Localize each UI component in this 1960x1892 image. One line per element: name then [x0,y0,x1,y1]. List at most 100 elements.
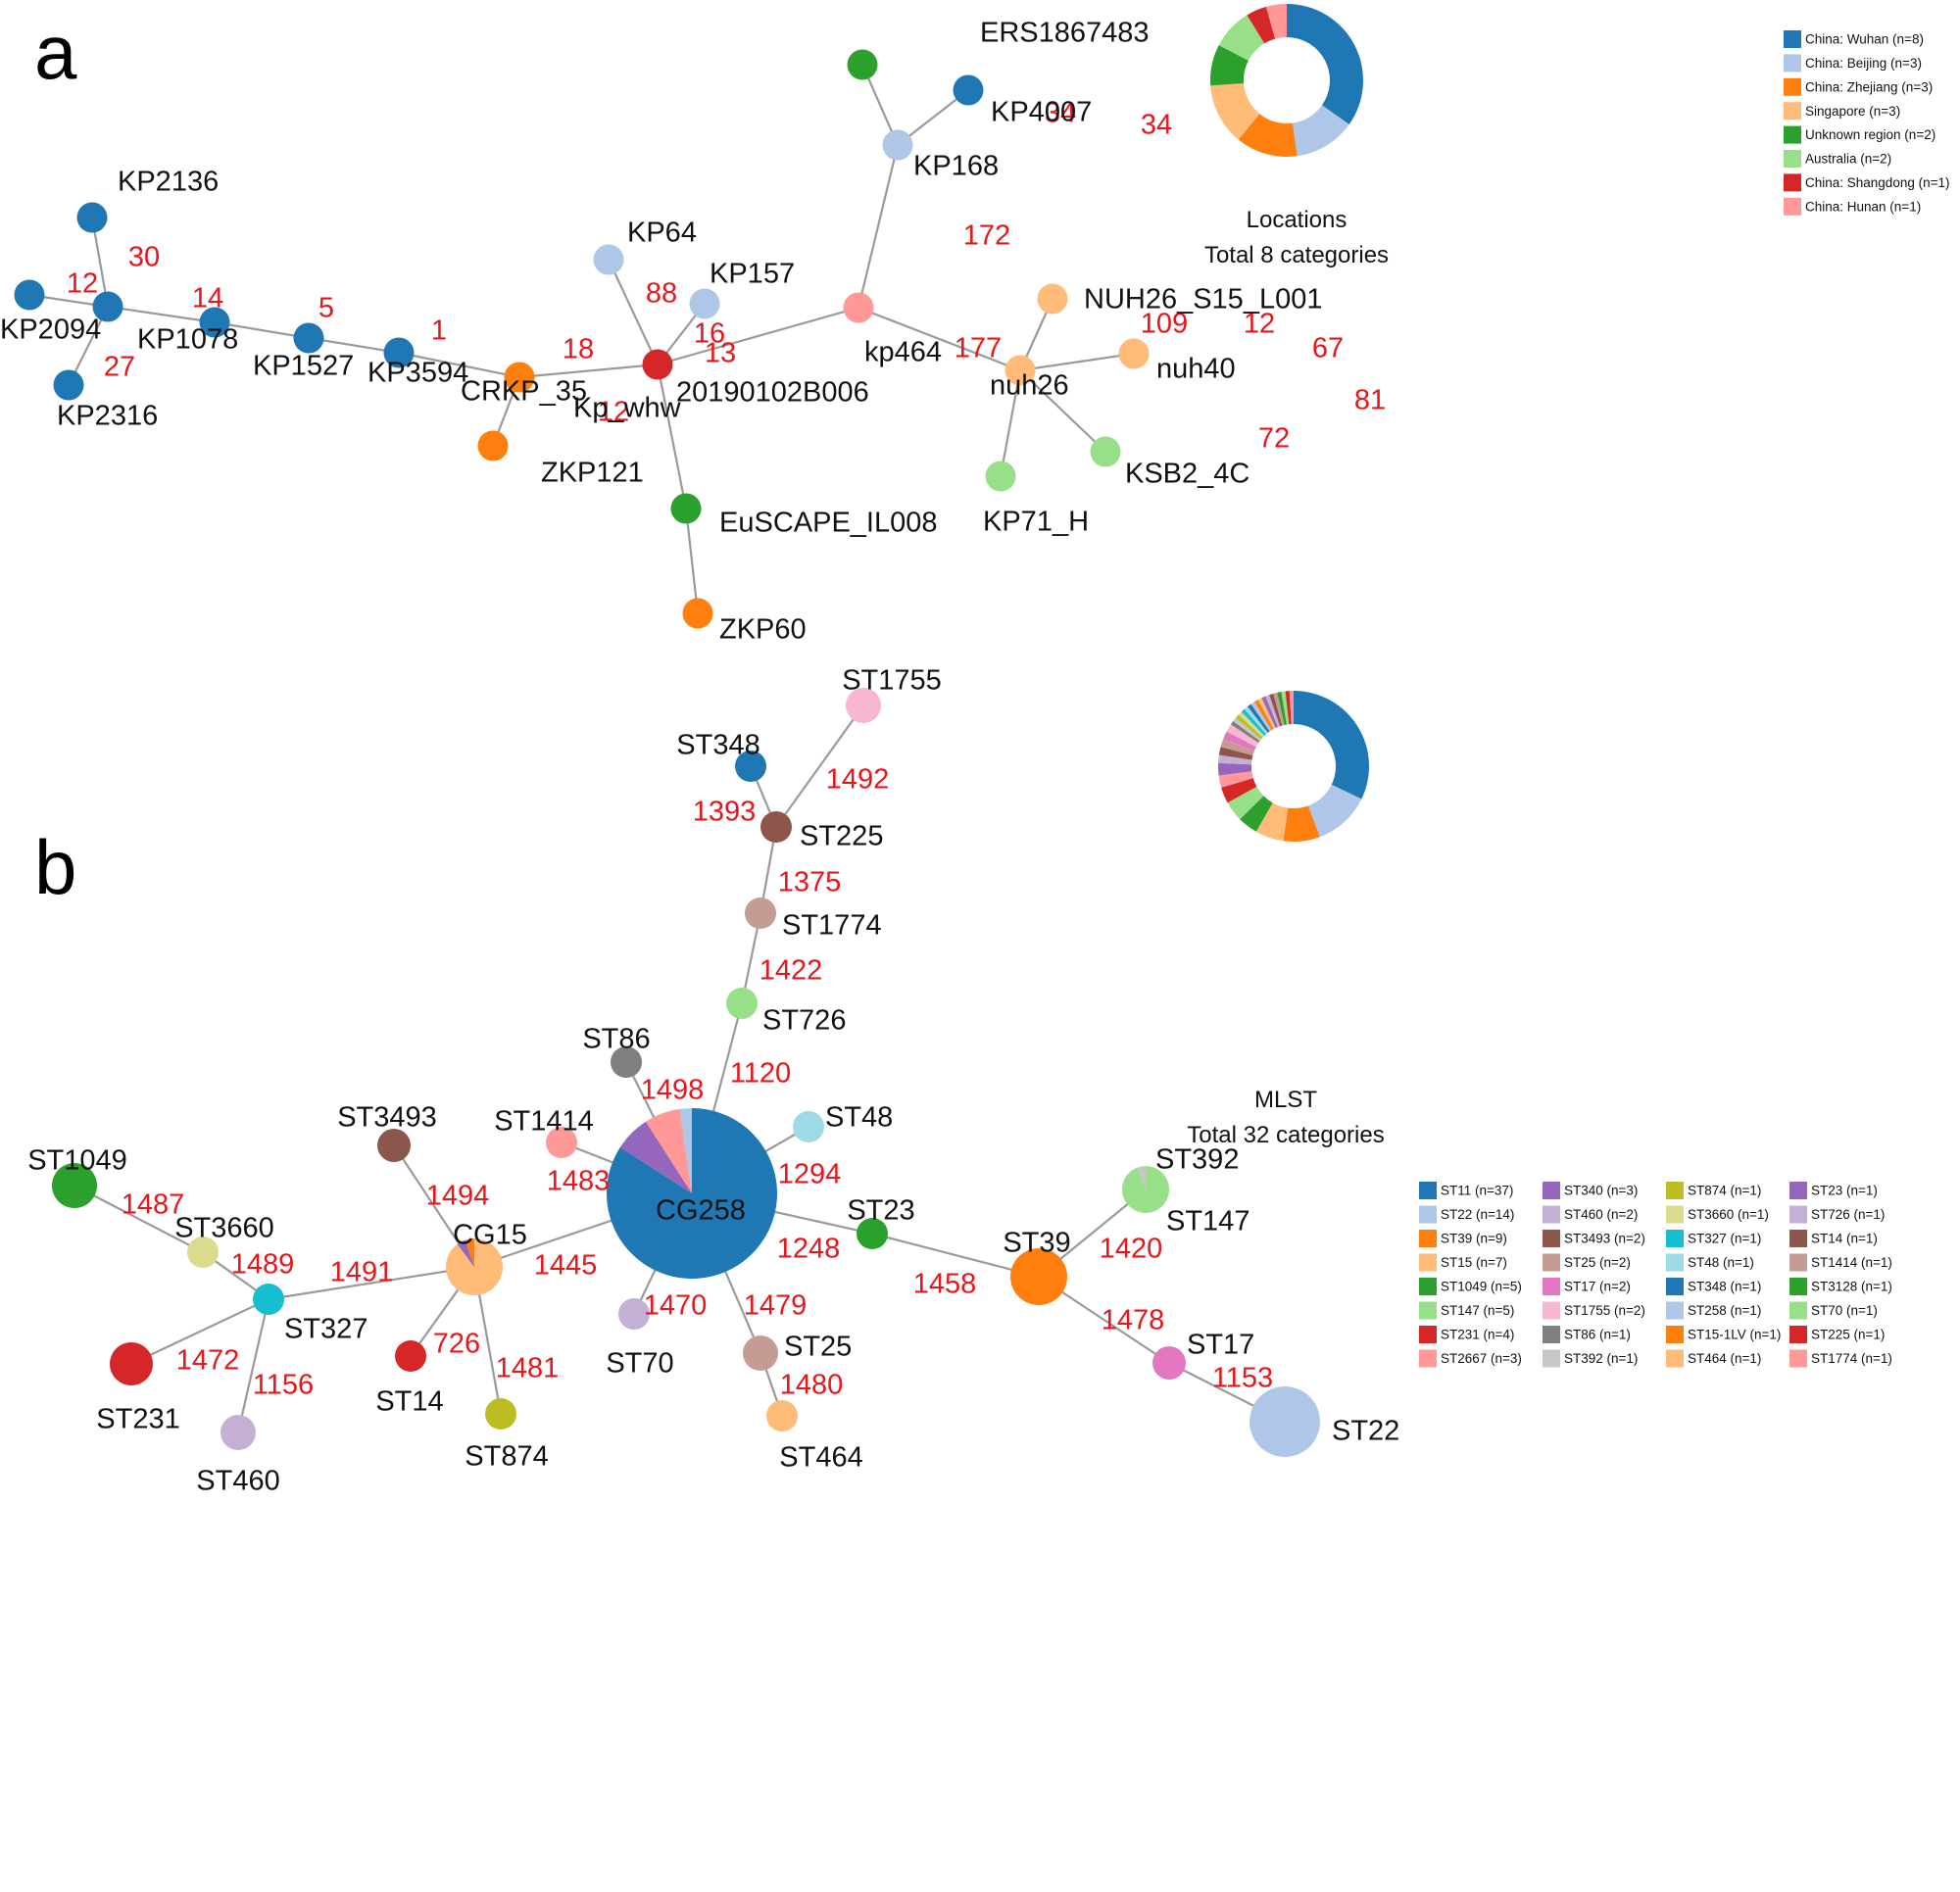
node-label-nuh26-s15-l001: NUH26_S15_L001 [1084,284,1322,315]
node-nuh26-s15-l001 [1037,283,1068,315]
legend-label: ST86 (n=1) [1564,1328,1631,1342]
node-st464 [766,1400,798,1431]
node-label-st86: ST86 [582,1024,650,1055]
node-label-kp3594: KP3594 [368,358,468,389]
legend-swatch [1666,1230,1684,1247]
legend-label: Australia (n=2) [1805,152,1891,167]
locations-pie-slice-1 [1292,105,1349,157]
node-label-st327: ST327 [284,1314,368,1345]
mlst-pie-slice-30 [1285,691,1292,725]
node-label-kp64: KP64 [627,218,697,249]
node-label-ers1867483: ERS1867483 [980,18,1150,49]
locations-pie-slice-0 [1287,4,1363,124]
edge-label: 1492 [826,764,890,796]
locations-pie-slice-6 [1247,6,1276,44]
legend-label: ST327 (n=1) [1688,1232,1761,1246]
node-label-kp71-h: KP71_H [983,507,1089,538]
node-st225 [760,811,792,843]
edge-label: 1422 [760,955,823,987]
legend-swatch [1543,1182,1560,1199]
legend-label: ST2667 (n=3) [1441,1351,1522,1366]
node-kp-whw [504,362,535,393]
edge-label: 1470 [644,1290,708,1322]
legend-swatch [1666,1278,1684,1295]
edge-kp3594-crkp-35 [308,336,400,355]
legend-label: China: Zhejiang (n=3) [1805,79,1933,94]
legend-swatch [1789,1301,1807,1320]
edge-kp464-kp168 [857,144,900,309]
edge-label: 1498 [641,1075,705,1106]
legend-swatch [1666,1182,1684,1199]
locations-pie-title: Locations [1247,207,1348,233]
node-cg258-pie-slice-1 [619,1121,692,1193]
node-label-st726: ST726 [762,1005,846,1037]
node-label-st3660: ST3660 [174,1213,274,1244]
mlst-pie-slice-10 [1218,747,1253,760]
node-st48 [793,1111,824,1142]
legend-swatch [1419,1349,1437,1368]
node-label-st874: ST874 [465,1441,548,1473]
legend-swatch [1784,125,1801,144]
edge-label: 18 [563,334,594,365]
legend-label: ST1414 (n=1) [1811,1255,1892,1270]
node-st70 [618,1298,650,1330]
node-st231 [110,1342,153,1385]
mlst-pie-slice-26 [1269,693,1283,727]
legend-label: China: Hunan (n=1) [1805,199,1921,214]
edge-label: 1487 [122,1189,185,1221]
edge-label: 88 [646,278,677,310]
legend-swatch [1789,1349,1807,1368]
panel-b-labels: 1393 1492 1375 1422 1120 1498 1294 1483 1248 1458… [27,665,1399,1497]
edge-label: 726 [433,1329,480,1360]
edge-label: 1479 [744,1290,808,1322]
node-crkp-35 [383,337,415,368]
edge-kp464-nuh26 [858,306,1021,372]
legend-label: ST3493 (n=2) [1564,1232,1645,1246]
mlst-pie-slice-14 [1230,720,1260,744]
node-st726 [726,988,758,1019]
node-label-st39: ST39 [1003,1228,1070,1259]
node-cg258-pie-slice-2 [645,1108,692,1193]
edge-label: 1494 [426,1181,490,1212]
node-label-st70: ST70 [606,1348,673,1380]
legend-swatch [1543,1278,1560,1295]
legend-label: ST39 (n=9) [1441,1232,1507,1246]
node-label-kp1078: KP1078 [137,324,238,356]
node-cg258 [606,1108,778,1279]
legend-label: ST726 (n=1) [1811,1207,1885,1222]
node-st460 [220,1415,256,1450]
mlst-pie-slice-27 [1273,692,1285,726]
mlst-pie-slice-20 [1248,703,1270,733]
edge-label: 34 [1141,110,1172,141]
edge-kp1527-kp3594 [214,320,310,340]
node-label-kp168: KP168 [913,151,999,182]
node-label-cg15: CG15 [453,1220,527,1251]
mlst-pie-slice-11 [1220,739,1254,755]
legend-label: ST460 (n=2) [1564,1207,1638,1222]
mlst-pie-slice-31 [1289,691,1294,725]
panel-a-letter: a [34,9,77,95]
node-kp157 [689,288,720,319]
mlst-pie-slice-12 [1223,731,1256,752]
legend-swatch [1666,1205,1684,1224]
mlst-pie-title: MLST [1254,1087,1317,1113]
legend-label: China: Shangdong (n=1) [1805,175,1950,190]
edge-label: 1153 [1212,1363,1273,1394]
edge-label: 1480 [780,1370,844,1401]
legend-swatch [1543,1301,1560,1320]
node-label-st231: ST231 [96,1404,179,1435]
edge-label: 67 [1312,333,1344,364]
node-label-kp2136: KP2136 [118,167,219,198]
legend-swatch [1784,197,1801,216]
node-kp64 [593,244,624,275]
node-label-20190102b006: 20190102B006 [676,377,869,409]
node-label-crkp-35: CRKP_35 [461,376,587,408]
locations-pie-chart: Locations Total 8 categories [1204,4,1389,268]
legend-swatch [1789,1253,1807,1272]
legend-label: ST25 (n=2) [1564,1255,1631,1270]
node-label-st464: ST464 [779,1442,862,1474]
edge-20190102b006-kp464 [657,306,859,366]
legend-label: ST348 (n=1) [1688,1280,1761,1294]
edge-label: 1445 [534,1250,598,1282]
